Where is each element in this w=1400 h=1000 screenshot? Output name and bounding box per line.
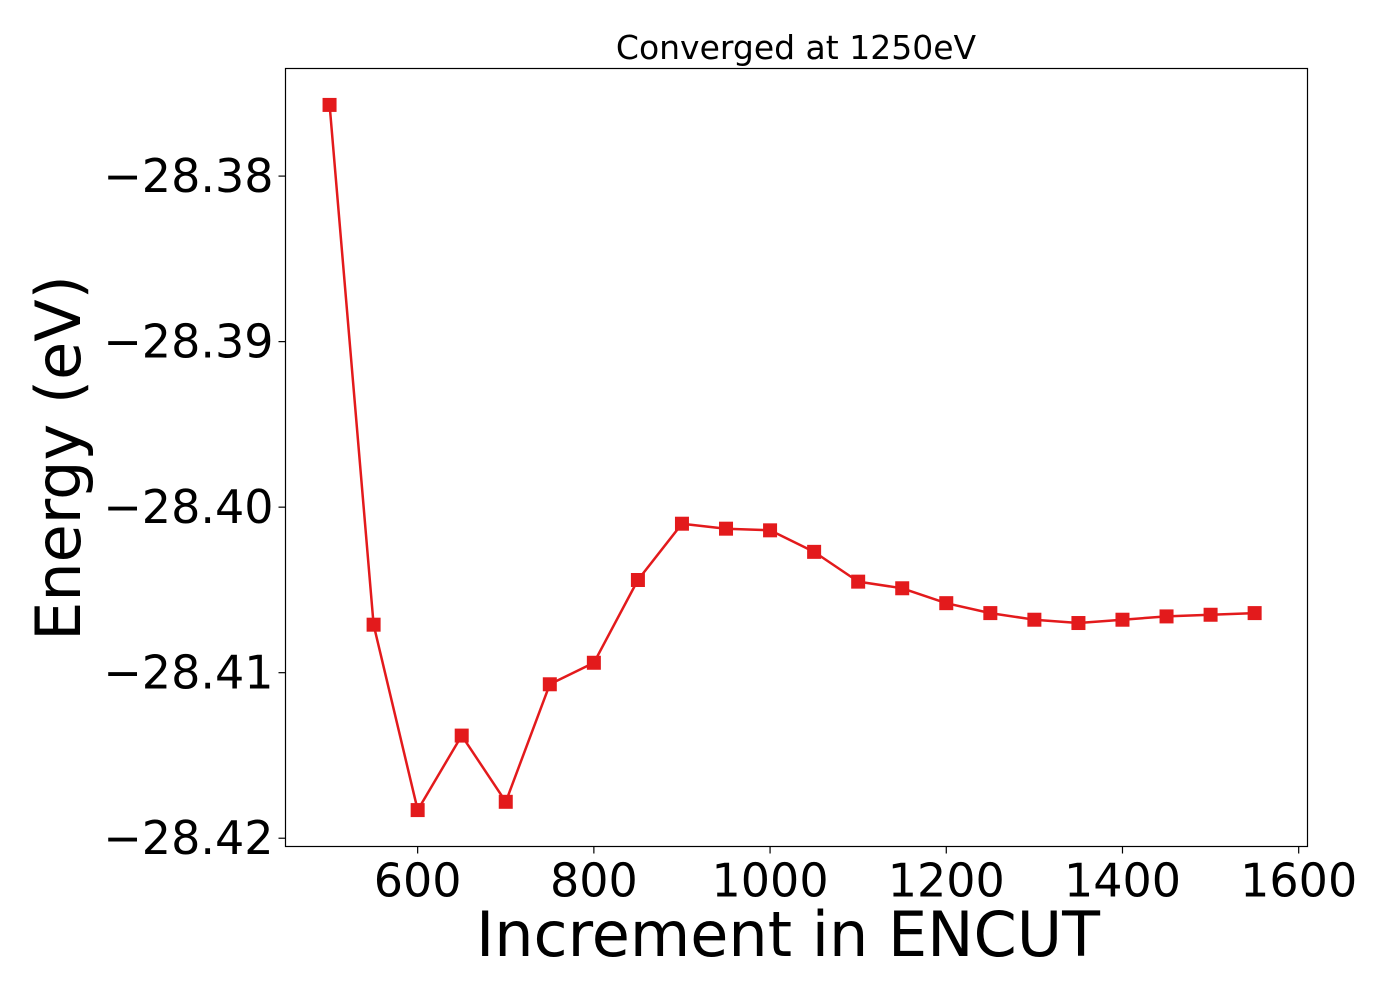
data-point (719, 521, 734, 536)
data-point (763, 523, 778, 538)
data-layer (322, 97, 1262, 818)
data-point (1027, 612, 1042, 627)
data-point (630, 572, 645, 587)
x-tick-label: 600 (374, 854, 462, 908)
x-axis-label: Increment in ENCUT (476, 898, 1101, 971)
data-point (1247, 606, 1262, 621)
chart-title: Converged at 1250eV (616, 28, 977, 67)
data-point (1203, 607, 1218, 622)
x-tick-label: 1000 (712, 854, 829, 908)
series-line (328, 104, 1255, 812)
y-axis-label: Energy (eV) (22, 275, 95, 641)
y-tick-label: −28.38 (103, 149, 273, 203)
y-axis: −28.38 −28.39 −28.40 −28.41 −28.42 (103, 149, 286, 865)
data-point (851, 574, 866, 589)
data-point (498, 794, 513, 809)
data-point (895, 581, 910, 596)
data-point (586, 655, 601, 670)
y-tick-label: −28.40 (103, 480, 273, 534)
x-tick-label: 1200 (888, 854, 1005, 908)
x-axis: 600 800 1000 1200 1400 1600 (374, 846, 1357, 908)
data-point (1115, 612, 1130, 627)
y-tick-label: −28.39 (103, 315, 273, 369)
data-point (939, 596, 954, 611)
data-point (674, 516, 689, 531)
data-point (983, 606, 998, 621)
data-point (1071, 616, 1086, 631)
x-tick-label: 1600 (1240, 854, 1357, 908)
x-tick-label: 1400 (1064, 854, 1181, 908)
data-point (542, 677, 557, 692)
data-point (454, 728, 469, 743)
data-point (1159, 609, 1174, 624)
data-point (410, 803, 425, 818)
y-tick-label: −28.42 (103, 811, 273, 865)
data-point (366, 617, 381, 632)
data-point (322, 97, 337, 112)
data-point (807, 544, 822, 559)
x-tick-label: 800 (550, 854, 638, 908)
plot-frame (284, 67, 1309, 848)
y-tick-label: −28.41 (103, 646, 273, 700)
